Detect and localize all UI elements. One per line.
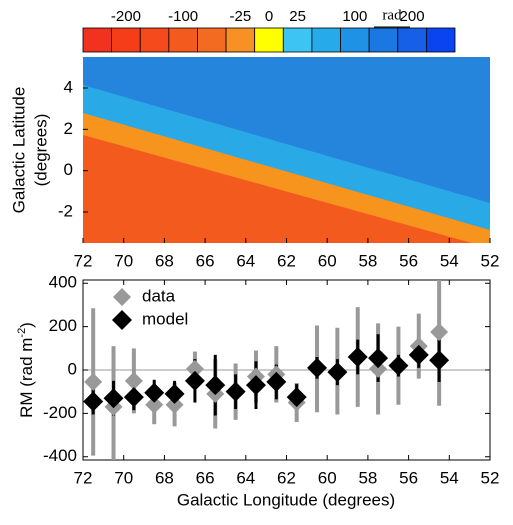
colorbar-cell <box>254 27 284 53</box>
y-label-part: -2 <box>16 328 28 338</box>
y-label-part: ) <box>17 322 36 328</box>
x-tick-label: 66 <box>196 468 215 487</box>
colorbar-cell <box>425 27 456 53</box>
colorbar-cell <box>139 27 170 53</box>
x-tick-label: 70 <box>114 468 133 487</box>
legend-label: model <box>142 309 188 328</box>
colorbar-cell <box>397 27 427 53</box>
x-tick-label: 52 <box>481 251 500 270</box>
marker <box>266 371 287 392</box>
y-tick-label: 200 <box>49 316 77 335</box>
plot-area <box>83 280 450 460</box>
x-tick-label: 62 <box>277 251 296 270</box>
marker <box>124 371 143 390</box>
x-tick-label: 62 <box>277 468 296 487</box>
marker <box>83 391 104 412</box>
marker <box>184 370 205 391</box>
colorbar-label: 0 <box>265 8 273 25</box>
y-tick-label: 4 <box>64 77 73 96</box>
marker <box>408 344 429 365</box>
y-axis-label: (degrees) <box>31 114 50 187</box>
colorbar-label: 100 <box>342 8 367 25</box>
y-tick-label: 0 <box>68 359 77 378</box>
colorbar-cell <box>340 27 370 53</box>
marker <box>145 395 164 414</box>
colorbar-label: -25 <box>230 8 252 25</box>
heatmap <box>83 57 490 243</box>
x-tick-label: 68 <box>155 251 174 270</box>
heatmap-region <box>83 135 472 243</box>
colorbar-label: -200 <box>111 8 141 25</box>
y-tick-label: 0 <box>64 160 73 179</box>
x-tick-label: 60 <box>318 468 337 487</box>
y-axis-label: Galactic Latitude <box>9 87 28 214</box>
x-tick-label: 64 <box>236 468 255 487</box>
marker <box>307 357 328 378</box>
legend-label: data <box>142 286 176 305</box>
y-tick-label: 2 <box>64 119 73 138</box>
x-tick-label: 60 <box>318 251 337 270</box>
marker <box>388 355 409 376</box>
marker <box>327 362 348 383</box>
x-tick-label: 58 <box>358 468 377 487</box>
marker <box>103 388 124 409</box>
marker <box>429 350 450 371</box>
colorbar-cell <box>282 27 313 53</box>
x-tick-label: 56 <box>399 251 418 270</box>
x-tick-label: 56 <box>399 468 418 487</box>
y-axis-label: RM (rad m-2) <box>16 322 37 418</box>
legend-marker <box>112 310 132 330</box>
marker <box>123 387 144 408</box>
colorbar-unit: rad <box>382 7 402 23</box>
x-tick-label: 72 <box>74 251 93 270</box>
y-tick-label: -2 <box>58 201 73 220</box>
x-axis-label: Galactic Longitude (degrees) <box>177 490 395 509</box>
marker <box>164 383 185 404</box>
colorbar-cell <box>168 27 198 53</box>
marker <box>245 375 266 396</box>
marker <box>225 381 246 402</box>
y-tick-label: -400 <box>43 446 77 465</box>
colorbar-cell <box>368 27 399 53</box>
colorbar-label: -100 <box>168 8 198 25</box>
y-tick-label: -200 <box>43 403 77 422</box>
colorbar-cell <box>311 27 341 53</box>
colorbar-cell <box>82 27 113 53</box>
colorbar-cell <box>197 27 227 53</box>
x-tick-label: 66 <box>196 251 215 270</box>
marker <box>185 359 204 378</box>
marker <box>165 395 184 414</box>
x-tick-label: 54 <box>440 468 459 487</box>
marker <box>368 348 389 369</box>
marker <box>144 382 165 403</box>
colorbar-label: 200 <box>400 8 425 25</box>
x-tick-label: 54 <box>440 251 459 270</box>
x-tick-label: 72 <box>74 468 93 487</box>
colorbar-cell <box>111 27 141 53</box>
marker <box>347 346 368 367</box>
marker <box>369 359 388 378</box>
marker <box>430 323 449 342</box>
marker <box>286 387 307 408</box>
y-label-part: RM (rad m <box>17 338 36 418</box>
colorbar-cell <box>225 27 256 53</box>
colorbar-label: 25 <box>289 8 306 25</box>
x-tick-label: 52 <box>481 468 500 487</box>
x-tick-label: 70 <box>114 251 133 270</box>
x-tick-label: 64 <box>236 251 255 270</box>
y-tick-label: 400 <box>49 273 77 292</box>
legend-marker <box>113 288 131 306</box>
marker <box>205 375 226 396</box>
x-tick-label: 68 <box>155 468 174 487</box>
marker <box>84 372 103 391</box>
x-tick-label: 58 <box>358 251 377 270</box>
